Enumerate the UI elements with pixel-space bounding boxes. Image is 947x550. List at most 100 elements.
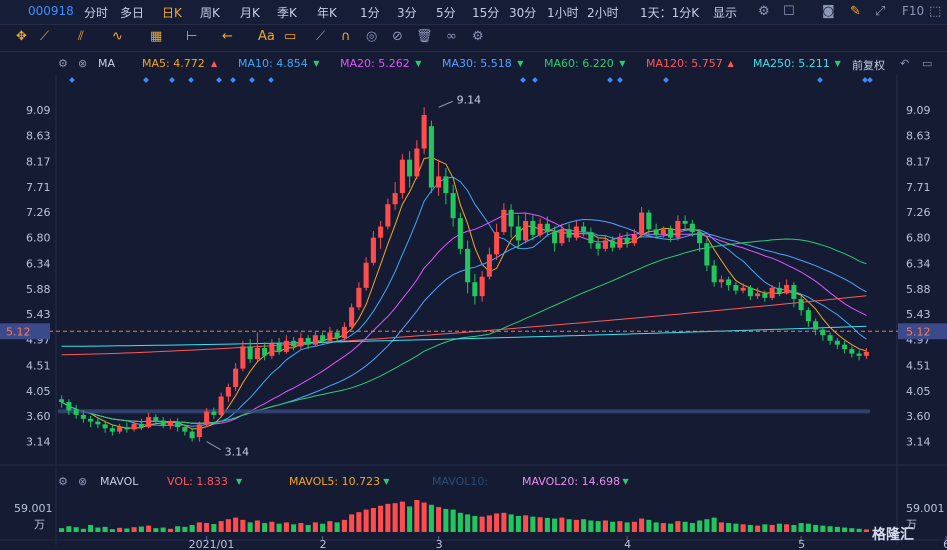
tab-11[interactable]: 30分 — [509, 6, 537, 20]
signal-dot-13 — [817, 77, 823, 83]
tab-3[interactable]: 周K — [200, 6, 220, 20]
tab-6[interactable]: 年K — [317, 6, 337, 20]
checkbox-icon[interactable]: ☐ — [783, 4, 795, 19]
settings-icon[interactable]: ⚙ — [758, 4, 770, 19]
tab-1[interactable]: 多日 — [120, 6, 145, 20]
candle-body-38 — [334, 332, 340, 338]
candle-body-62 — [508, 209, 514, 227]
eye-icon[interactable]: ◎ — [366, 29, 378, 44]
signal-dot-15 — [867, 77, 873, 83]
magnet-icon[interactable]: ∩ — [341, 29, 351, 44]
y-tick-right-1: 8.63 — [906, 130, 931, 143]
volume-bar-24 — [233, 517, 239, 532]
line-tool-icon[interactable]: ⟋ — [40, 29, 50, 44]
candle-body-0 — [59, 399, 65, 403]
candle-body-86 — [682, 220, 688, 224]
candle-body-43 — [370, 237, 376, 263]
vol-settings-icon[interactable]: ⚙ — [58, 475, 68, 488]
pen-icon[interactable]: ✎ — [850, 4, 861, 19]
expand-icon[interactable]: ⬚ — [929, 4, 942, 19]
ma-close-icon[interactable]: ⊗ — [78, 57, 88, 70]
measure-tool-icon[interactable]: ⊢ — [186, 29, 198, 44]
ruler-icon[interactable]: ⟋ — [316, 29, 326, 44]
candle-body-20 — [204, 411, 210, 425]
candle-body-101 — [791, 285, 797, 299]
toolbar-settings-icon[interactable]: ⚙ — [472, 29, 484, 44]
annotation-line-1 — [206, 441, 221, 451]
volume-bar-5 — [95, 527, 101, 532]
tab-13[interactable]: 2小时 — [587, 6, 619, 20]
candle-body-82 — [653, 229, 659, 235]
hide-icon[interactable]: ⊘ — [392, 29, 403, 44]
volume-bar-51 — [428, 504, 434, 532]
volume-bar-104 — [813, 524, 819, 532]
tab-10[interactable]: 15分 — [472, 6, 500, 20]
x-label-4: 5 — [798, 538, 805, 550]
tab-12[interactable]: 1小时 — [547, 6, 579, 20]
arrow-tool-icon[interactable]: ← — [222, 29, 233, 44]
link-icon[interactable]: ∞ — [446, 29, 457, 44]
fullscreen-icon[interactable]: ⤢ — [875, 4, 886, 19]
signal-dot-8 — [520, 77, 526, 83]
ma-arrow-1: ▼ — [313, 59, 320, 68]
adjust-button[interactable]: 前复权 — [852, 59, 885, 72]
note-tool-icon[interactable]: ▭ — [284, 29, 297, 44]
camera-icon[interactable]: ◙ — [822, 4, 835, 19]
stock-code[interactable]: 000918 — [28, 4, 74, 18]
ma-arrow-6: ▼ — [834, 59, 841, 68]
candle-body-1 — [66, 402, 72, 411]
volume-bar-105 — [820, 525, 826, 532]
candle-body-29 — [269, 343, 275, 356]
tab-4[interactable]: 月K — [240, 6, 260, 20]
candle-body-42 — [363, 262, 369, 288]
candle-body-79 — [631, 234, 637, 244]
candle-body-77 — [617, 237, 623, 248]
y-tick-left-8: 5.43 — [26, 308, 51, 321]
candle-body-44 — [378, 226, 384, 238]
undo-icon[interactable]: ↶ — [900, 57, 910, 70]
tab-0[interactable]: 分时 — [84, 6, 109, 20]
text-tool-icon[interactable]: Aa — [258, 29, 275, 44]
signal-dot-2 — [169, 77, 175, 83]
volume-bar-70 — [566, 519, 572, 532]
vol-axis-top-right: 59.001 — [906, 502, 945, 515]
candle-body-60 — [494, 232, 500, 255]
fib-tool-icon[interactable]: ▦ — [150, 29, 163, 44]
tab-8[interactable]: 3分 — [397, 6, 417, 20]
crosshair-icon[interactable]: ✥ — [16, 29, 27, 44]
candle-body-99 — [776, 287, 782, 294]
tab-15[interactable]: 显示 — [713, 6, 738, 20]
candle-body-6 — [102, 424, 108, 429]
drawing-toolbar: ✥ ⟋ ⫽ ∿ ▦ ⊢ ← Aa ▭ ⟋ ∩ ◎ ⊘ 🗑 ∞ ⚙ — [0, 25, 947, 52]
tab-9[interactable]: 5分 — [436, 6, 456, 20]
tab-2[interactable]: 日K — [162, 6, 182, 20]
collapse-icon[interactable]: ▭ — [922, 57, 933, 70]
candle-body-89 — [704, 243, 710, 266]
candle-body-66 — [537, 223, 543, 235]
y-tick-left-2: 8.17 — [26, 155, 51, 168]
candle-body-14 — [160, 420, 166, 427]
y-tick-left-13: 3.14 — [26, 436, 51, 449]
channel-tool-icon[interactable]: ⫽ — [78, 29, 84, 44]
wave-tool-icon[interactable]: ∿ — [112, 29, 123, 44]
candle-body-5 — [95, 421, 101, 425]
volume-bar-48 — [407, 506, 413, 532]
candle-body-73 — [588, 232, 594, 244]
trash-icon[interactable]: 🗑 — [416, 29, 433, 44]
tab-5[interactable]: 季K — [277, 6, 297, 20]
ma-settings-icon[interactable]: ⚙ — [58, 57, 68, 70]
candle-body-100 — [784, 285, 790, 294]
volume-bar-54 — [450, 509, 456, 532]
f10-button[interactable]: F10 — [902, 4, 925, 18]
candle-body-103 — [805, 310, 811, 322]
volume-bar-110 — [856, 528, 862, 532]
candle-body-69 — [559, 229, 565, 244]
candle-body-91 — [718, 279, 724, 283]
volume-bar-111 — [863, 529, 869, 532]
tab-14[interactable]: 1天：1分K — [640, 6, 700, 20]
vol-close-icon[interactable]: ⊗ — [78, 475, 88, 488]
volume-bar-39 — [341, 519, 347, 532]
volume-bar-65 — [530, 516, 536, 532]
tab-7[interactable]: 1分 — [360, 6, 380, 20]
